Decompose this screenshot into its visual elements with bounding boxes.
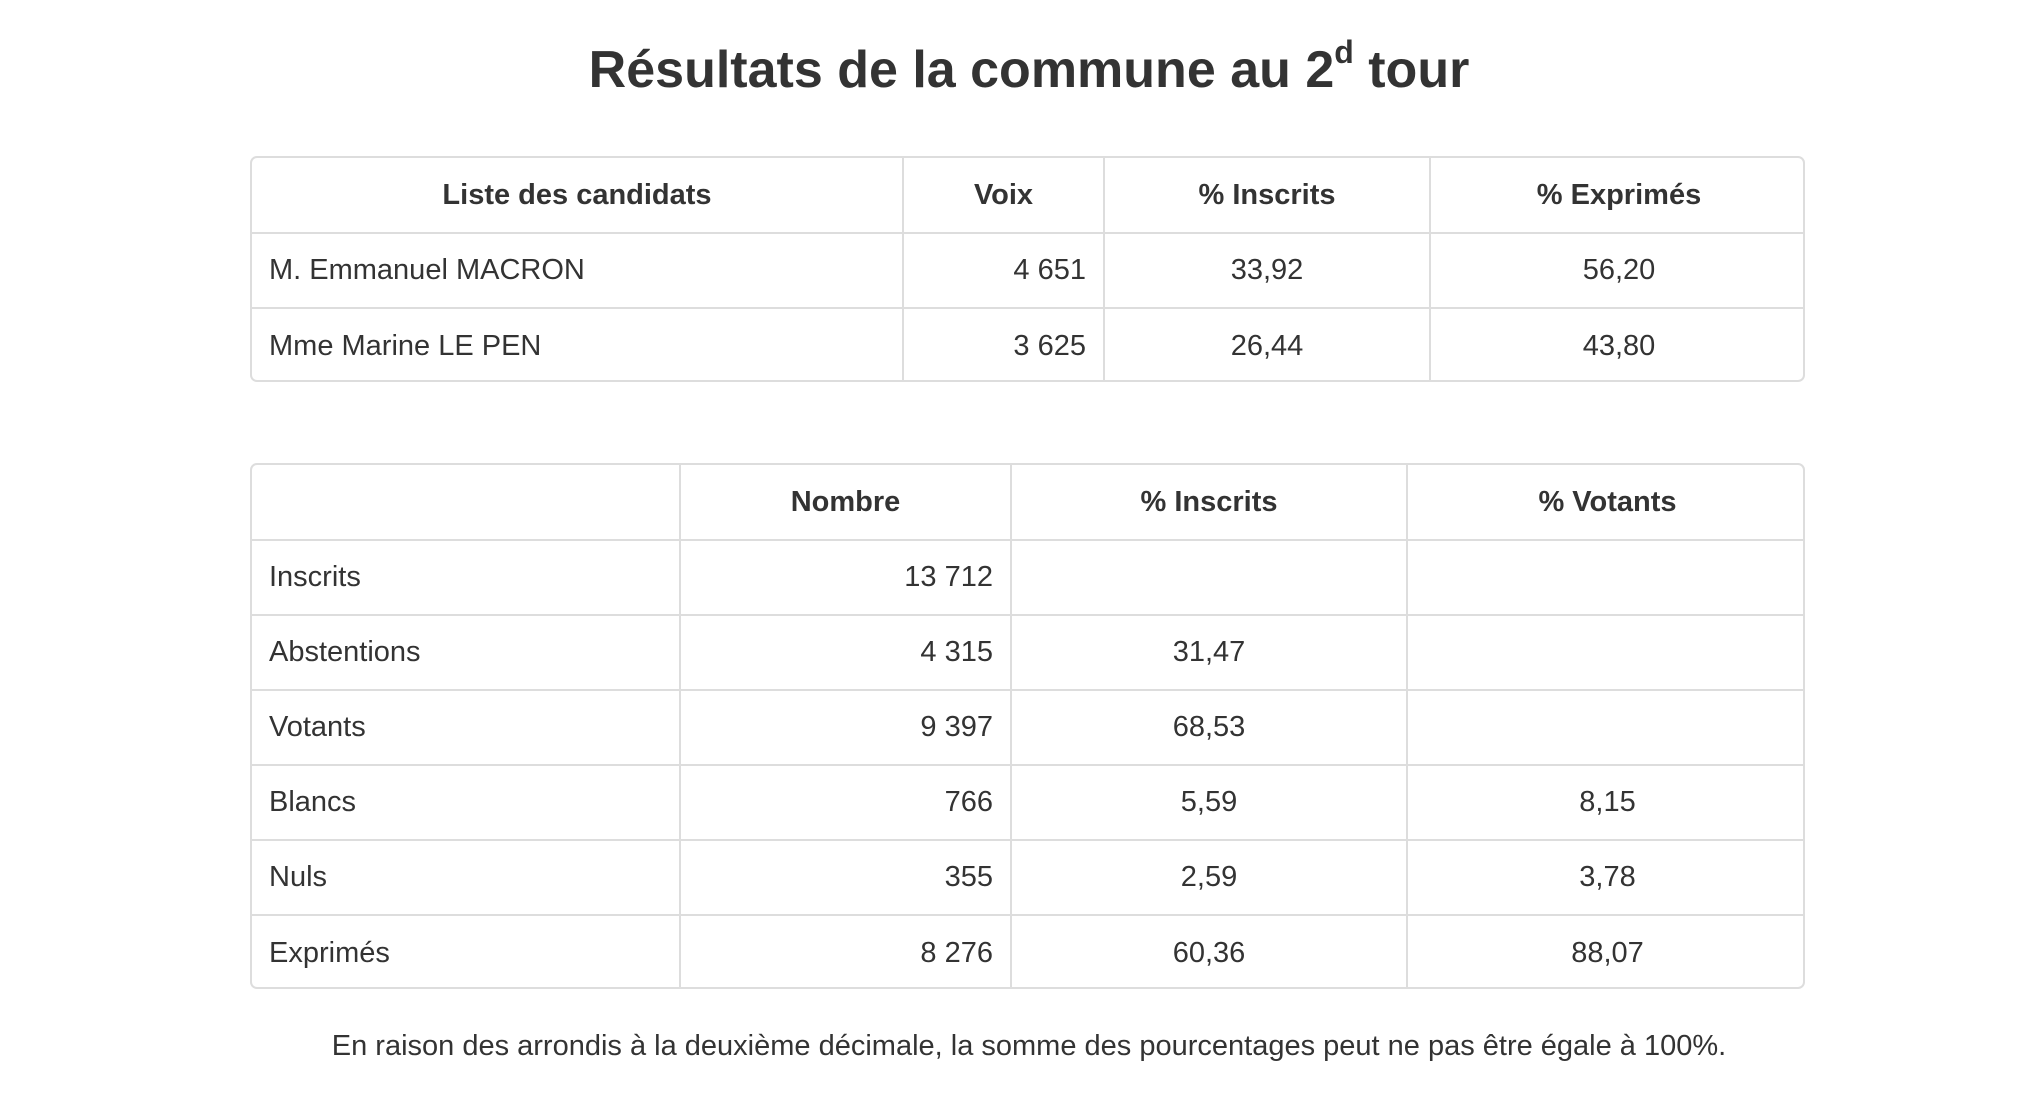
summary-nombre: 4 315 xyxy=(680,615,1012,691)
candidate-row: Mme Marine LE PEN 3 625 26,44 43,80 xyxy=(252,308,1803,380)
summary-pct-votants xyxy=(1407,615,1803,691)
column-header-nombre: Nombre xyxy=(680,465,1012,541)
summary-nombre: 13 712 xyxy=(680,540,1012,616)
summary-row: Votants 9 397 68,53 xyxy=(252,690,1803,766)
summary-pct-votants: 3,78 xyxy=(1407,840,1803,916)
summary-pct-votants: 8,15 xyxy=(1407,765,1803,841)
column-header-candidats: Liste des candidats xyxy=(252,158,904,234)
summary-header-row: Nombre % Inscrits % Votants xyxy=(252,465,1803,541)
summary-nombre: 355 xyxy=(680,840,1012,916)
summary-pct-inscrits: 31,47 xyxy=(1011,615,1408,691)
title-main: Résultats de la commune au 2 xyxy=(588,41,1335,99)
column-header-pct-inscrits: % Inscrits xyxy=(1104,158,1431,234)
summary-row: Nuls 355 2,59 3,78 xyxy=(252,840,1803,916)
summary-pct-inscrits: 60,36 xyxy=(1011,915,1408,987)
summary-pct-votants: 88,07 xyxy=(1571,936,1644,969)
summary-nombre: 766 xyxy=(680,765,1012,841)
candidate-name: Mme Marine LE PEN xyxy=(252,308,904,380)
candidate-pct-exprimes: 56,20 xyxy=(1430,233,1803,309)
candidates-table: Liste des candidats Voix % Inscrits % Ex… xyxy=(252,158,1803,380)
rounding-note: En raison des arrondis à la deuxième déc… xyxy=(331,1030,1727,1062)
column-header-voix: Voix xyxy=(903,158,1105,234)
summary-label: Blancs xyxy=(252,765,681,841)
summary-table-container: Nombre % Inscrits % Votants Inscrits 13 … xyxy=(250,463,1805,989)
summary-pct-votants xyxy=(1407,690,1803,766)
candidate-name: M. Emmanuel MACRON xyxy=(252,233,904,309)
column-header-blank xyxy=(252,465,681,541)
summary-pct-votants xyxy=(1407,540,1803,616)
column-header-pct-exprimes: % Exprimés xyxy=(1430,158,1803,234)
summary-row: Abstentions 4 315 31,47 xyxy=(252,615,1803,691)
candidates-table-container: Liste des candidats Voix % Inscrits % Ex… xyxy=(250,156,1805,382)
summary-pct-inscrits: 68,53 xyxy=(1011,690,1408,766)
summary-label: Nuls xyxy=(252,840,681,916)
candidate-voix: 4 651 xyxy=(903,233,1105,309)
candidate-pct-inscrits: 33,92 xyxy=(1104,233,1431,309)
column-header-pct-inscrits: % Inscrits xyxy=(1011,465,1408,541)
summary-pct-inscrits: 2,59 xyxy=(1011,840,1408,916)
page-title: Résultats de la commune au 2d tour xyxy=(0,34,2018,100)
candidates-header-row: Liste des candidats Voix % Inscrits % Ex… xyxy=(252,158,1803,234)
candidate-pct-inscrits: 26,44 xyxy=(1104,308,1431,380)
summary-label: Exprimés xyxy=(252,915,681,987)
summary-row: Exprimés 8 276 60,36 88,07 xyxy=(252,915,1803,987)
summary-pct-inscrits: 5,59 xyxy=(1011,765,1408,841)
summary-pct-inscrits xyxy=(1011,540,1408,616)
summary-row: Inscrits 13 712 xyxy=(252,540,1803,616)
summary-nombre: 9 397 xyxy=(680,690,1012,766)
title-end: tour xyxy=(1353,41,1470,99)
candidate-row: M. Emmanuel MACRON 4 651 33,92 56,20 xyxy=(252,233,1803,309)
title-superscript: d xyxy=(1334,34,1354,70)
summary-label: Inscrits xyxy=(252,540,681,616)
candidate-voix: 3 625 xyxy=(903,308,1105,380)
summary-label: Votants xyxy=(252,690,681,766)
candidate-pct-exprimes: 43,80 xyxy=(1582,329,1656,362)
summary-label: Abstentions xyxy=(252,615,681,691)
summary-nombre: 8 276 xyxy=(680,915,1012,987)
column-header-pct-votants: % Votants xyxy=(1407,465,1803,541)
summary-row: Blancs 766 5,59 8,15 xyxy=(252,765,1803,841)
summary-table: Nombre % Inscrits % Votants Inscrits 13 … xyxy=(252,465,1803,987)
